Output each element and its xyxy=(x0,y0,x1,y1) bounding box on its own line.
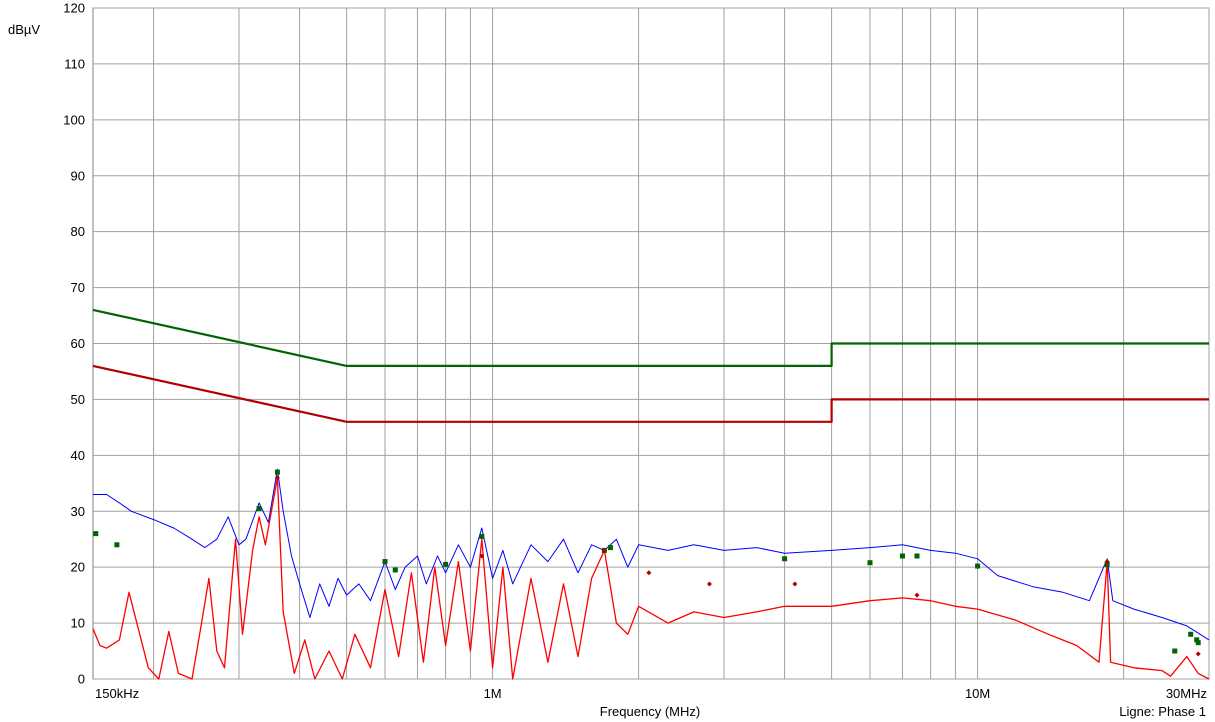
quasi-peak-marker xyxy=(1104,561,1110,567)
quasi-peak-marker xyxy=(782,556,788,562)
average-trace-line xyxy=(92,477,1210,680)
y-tick-label: 120 xyxy=(63,1,85,16)
line-footer-label: Ligne: Phase 1 xyxy=(1119,704,1206,719)
average-marker xyxy=(914,592,920,598)
y-tick-label: 0 xyxy=(78,672,85,687)
peak-trace-line xyxy=(93,468,1210,641)
quasi-peak-marker xyxy=(479,533,485,539)
quasi-peak-marker xyxy=(392,567,398,573)
x-tick-label: 10M xyxy=(965,686,990,701)
y-tick-label: 10 xyxy=(71,616,85,631)
quasi-peak-marker xyxy=(1188,631,1194,637)
x-axis-title: Frequency (MHz) xyxy=(600,704,700,719)
average-marker xyxy=(706,581,712,587)
quasi-peak-marker xyxy=(867,560,873,566)
y-tick-label: 60 xyxy=(71,336,85,351)
limit-lines xyxy=(92,308,1209,423)
quasi-peak-marker xyxy=(114,542,120,548)
tick-labels: 0 10 20 30 40 50 60 70 80 90 100 110 120 150kHz 1M 10M 3… xyxy=(63,1,1207,702)
quasi-peak-marker xyxy=(274,469,280,475)
y-tick-label: 90 xyxy=(71,168,85,183)
y-tick-label: 20 xyxy=(71,560,85,575)
markers xyxy=(93,469,1201,657)
quasi-peak-marker xyxy=(607,545,613,551)
quasi-peak-limit-line xyxy=(92,308,1209,367)
quasi-peak-marker xyxy=(899,553,905,559)
y-tick-label: 40 xyxy=(71,448,85,463)
y-tick-label: 80 xyxy=(71,224,85,239)
quasi-peak-marker xyxy=(443,561,449,567)
grid xyxy=(92,7,1210,680)
quasi-peak-marker xyxy=(1194,637,1200,643)
quasi-peak-marker xyxy=(256,505,262,511)
quasi-peak-marker xyxy=(1172,648,1178,654)
x-tick-label: 1M xyxy=(484,686,502,701)
measurement-traces xyxy=(92,468,1210,680)
y-tick-label: 100 xyxy=(63,112,85,127)
quasi-peak-marker xyxy=(93,531,99,537)
x-tick-label: 30MHz xyxy=(1166,686,1207,701)
quasi-peak-marker xyxy=(914,553,920,559)
y-axis-unit-label: dBµV xyxy=(8,22,40,37)
average-marker xyxy=(792,581,798,587)
x-tick-label: 150kHz xyxy=(95,686,139,701)
average-marker xyxy=(601,547,607,553)
average-marker xyxy=(479,553,485,559)
average-marker xyxy=(646,570,652,576)
average-marker xyxy=(1104,559,1110,565)
average-marker xyxy=(274,475,280,481)
average-limit-line xyxy=(92,364,1209,423)
average-marker xyxy=(1195,651,1201,657)
quasi-peak-marker xyxy=(382,559,388,565)
quasi-peak-marker xyxy=(1195,640,1201,646)
quasi-peak-marker xyxy=(975,563,981,569)
y-tick-label: 50 xyxy=(71,392,85,407)
y-tick-label: 110 xyxy=(64,56,85,71)
y-tick-label: 30 xyxy=(71,504,85,519)
y-tick-label: 70 xyxy=(71,280,85,295)
